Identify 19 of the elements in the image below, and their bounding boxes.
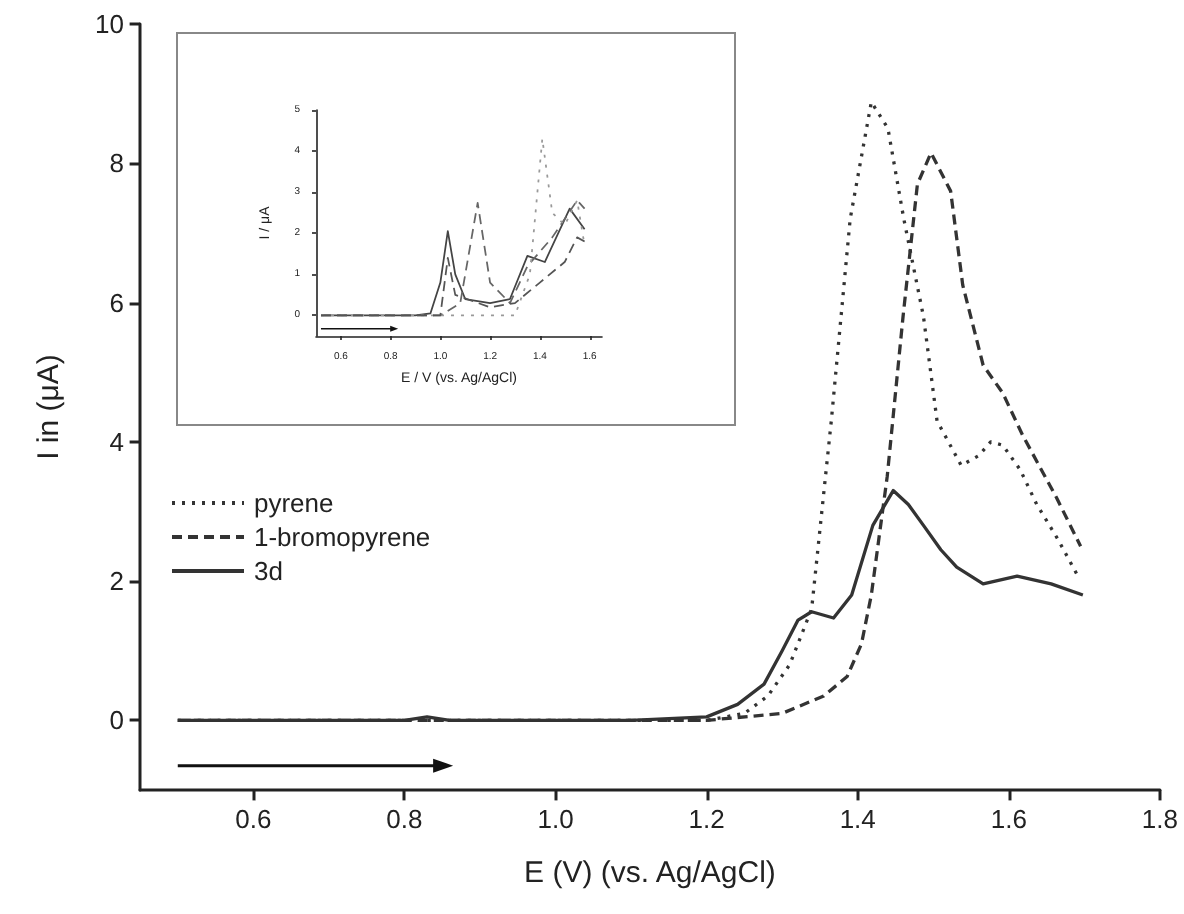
y-tick-label: 2: [109, 566, 124, 597]
legend-label: 1-bromopyrene: [254, 522, 431, 552]
x-tick-label: 0.8: [386, 804, 423, 834]
y-axis-title: I in (μA): [32, 354, 66, 460]
y-tick-label: 10: [95, 9, 124, 39]
line-series: [320, 236, 586, 317]
x-tick-label: 1.4: [839, 804, 876, 834]
y-tick-label: 8: [109, 148, 124, 179]
x-axis-title: E (V) (vs. Ag/AgCl): [524, 856, 776, 890]
x-tick-label: 1.8: [1141, 804, 1179, 834]
x-tick-label: 1.2: [688, 804, 725, 834]
legend-label: 3d: [254, 556, 283, 586]
y-tick-label: 0: [109, 705, 124, 736]
x-tick-label: 1.6: [990, 804, 1027, 834]
legend-label: pyrene: [254, 488, 334, 518]
x-tick-label: 0.6: [235, 804, 272, 834]
y-tick-label: 4: [109, 426, 124, 457]
x-tick-label: 1.0: [537, 804, 574, 834]
y-tick-label: 6: [109, 287, 124, 318]
